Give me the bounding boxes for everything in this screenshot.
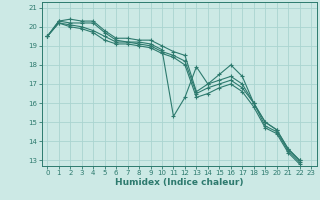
X-axis label: Humidex (Indice chaleur): Humidex (Indice chaleur): [115, 178, 244, 187]
